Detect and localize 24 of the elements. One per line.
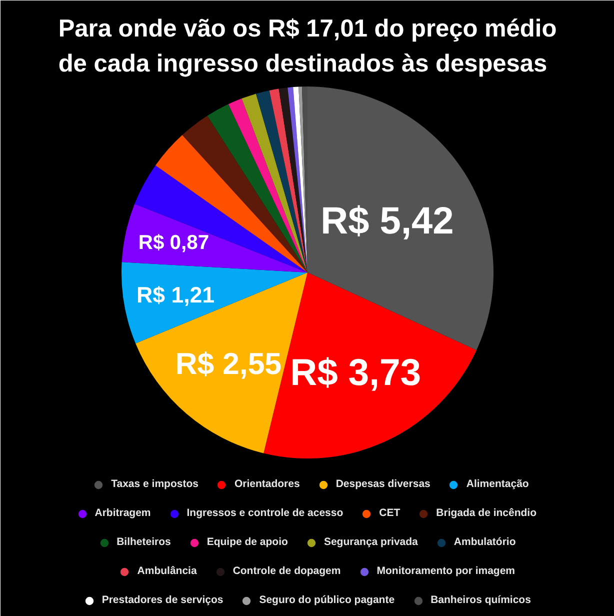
legend-label: Arbitragem (94, 506, 151, 521)
data-label: R$ 1,21 (136, 282, 215, 308)
legend-label: Taxas e impostos (111, 477, 198, 492)
legend-label: Brigada de incêndio (436, 506, 537, 521)
legend-label: Segurança privada (324, 535, 418, 550)
legend-label: Alimentação (466, 477, 529, 492)
data-label: R$ 0,87 (138, 232, 210, 254)
legend-label: Ambulatório (454, 535, 516, 550)
legend-label: Orientadores (234, 477, 300, 492)
legend-label: Bilheteiros (116, 535, 171, 550)
legend-label: Ambulância (137, 564, 197, 579)
data-label: R$ 5,42 (320, 200, 454, 242)
legend-label: Seguro do público pagante (259, 593, 395, 608)
legend-label: Monitoramento por imagem (376, 564, 516, 579)
chart-title: Para onde vão os R$ 17,01 do preço médio de cada ingresso destinados às despesas (58, 15, 557, 78)
legend-label: Despesas diversas (336, 477, 430, 492)
legend-label: Equipe de apoio (206, 535, 288, 550)
legend-label: Controle de dopagem (232, 564, 341, 579)
legend-label: Banheiros químicos (430, 593, 531, 608)
legend-label: Prestadores de serviços (102, 593, 224, 608)
legend-label: Ingressos e controle de acesso (186, 506, 344, 521)
legend-label: CET (379, 506, 400, 521)
data-label: R$ 3,73 (290, 350, 422, 393)
data-label: R$ 2,55 (175, 348, 282, 382)
